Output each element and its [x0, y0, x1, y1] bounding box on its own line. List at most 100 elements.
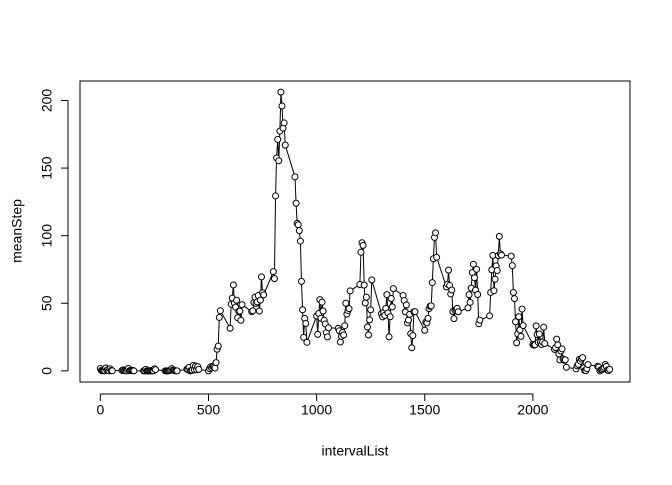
x-tick-label: 0 [96, 402, 104, 418]
data-point [385, 333, 393, 341]
data-point [450, 315, 458, 323]
data-point [340, 331, 348, 339]
x-tick-label: 2000 [517, 402, 548, 418]
data-point [249, 307, 257, 315]
data-point [540, 323, 548, 331]
data-point [342, 299, 350, 307]
data-point [476, 316, 484, 324]
data-point [491, 275, 499, 283]
data-point [428, 279, 436, 287]
y-tick-label: 200 [39, 89, 55, 113]
data-point [173, 367, 181, 375]
data-point [255, 307, 263, 315]
data-point [493, 267, 501, 275]
data-point [359, 241, 367, 249]
data-point [465, 291, 473, 299]
data-point [323, 333, 331, 341]
data-point [383, 291, 391, 299]
data-point [294, 221, 302, 229]
data-point [272, 192, 280, 200]
data-point [408, 344, 416, 352]
data-point [362, 293, 370, 301]
data-point [584, 361, 592, 369]
data-point [388, 303, 396, 311]
data-point [277, 88, 285, 96]
data-point [256, 296, 264, 304]
data-point [365, 331, 373, 339]
data-point [498, 251, 506, 259]
data-point [275, 157, 283, 165]
data-point [427, 302, 435, 310]
data-point [260, 291, 268, 299]
data-point [558, 345, 566, 353]
data-point [291, 173, 299, 181]
data-point [448, 286, 456, 294]
data-point [341, 322, 349, 330]
data-point [541, 340, 549, 348]
y-tick-label: 50 [39, 295, 55, 311]
data-point [512, 318, 520, 326]
data-point [433, 253, 441, 261]
y-tick-label: 150 [39, 156, 55, 180]
data-point [445, 266, 453, 274]
data-point [274, 135, 282, 143]
x-tick-label: 1500 [409, 402, 440, 418]
data-point [508, 262, 516, 270]
data-point [233, 296, 241, 304]
data-point [454, 308, 462, 316]
data-point [236, 307, 244, 315]
data-point [130, 367, 138, 375]
data-point [553, 335, 561, 343]
data-point [226, 324, 234, 332]
data-point [295, 227, 303, 235]
data-point [367, 306, 375, 314]
plot-box [79, 80, 631, 383]
data-point [195, 365, 203, 373]
data-point [215, 313, 223, 321]
data-point [519, 322, 527, 330]
data-point [518, 305, 526, 313]
data-point [325, 324, 333, 332]
data-point [466, 298, 474, 306]
data-point [363, 323, 371, 331]
data-point [486, 312, 494, 320]
data-point [606, 365, 614, 373]
data-point [509, 288, 517, 296]
data-point [314, 330, 322, 338]
data-point [318, 298, 326, 306]
data-point [357, 248, 365, 256]
data-point [490, 287, 498, 295]
data-point [409, 332, 417, 340]
data-point [319, 307, 327, 315]
data-point [345, 305, 353, 313]
data-point [299, 306, 307, 314]
data-point [389, 285, 397, 293]
data-point [532, 322, 540, 330]
data-point [387, 295, 395, 303]
data-point [474, 290, 482, 298]
data-point [473, 265, 481, 273]
y-axis-label: meanStep [9, 199, 25, 263]
data-point [237, 316, 245, 324]
data-point [361, 299, 369, 307]
x-tick-label: 1000 [301, 402, 332, 418]
data-point [510, 295, 518, 303]
data-point [470, 274, 478, 282]
data-point [108, 367, 116, 375]
data-point [303, 338, 311, 346]
data-point [238, 301, 246, 309]
data-point [579, 354, 587, 362]
data-point [302, 320, 310, 328]
data-point [421, 326, 429, 334]
y-tick-label: 100 [39, 224, 55, 248]
data-point [278, 102, 286, 110]
x-tick-label: 500 [197, 402, 221, 418]
data-point [515, 313, 523, 321]
data-point [270, 275, 278, 283]
data-point [517, 332, 525, 340]
data-point [281, 141, 289, 149]
data-point [152, 366, 160, 374]
data-point [424, 314, 432, 322]
data-point [405, 316, 413, 324]
